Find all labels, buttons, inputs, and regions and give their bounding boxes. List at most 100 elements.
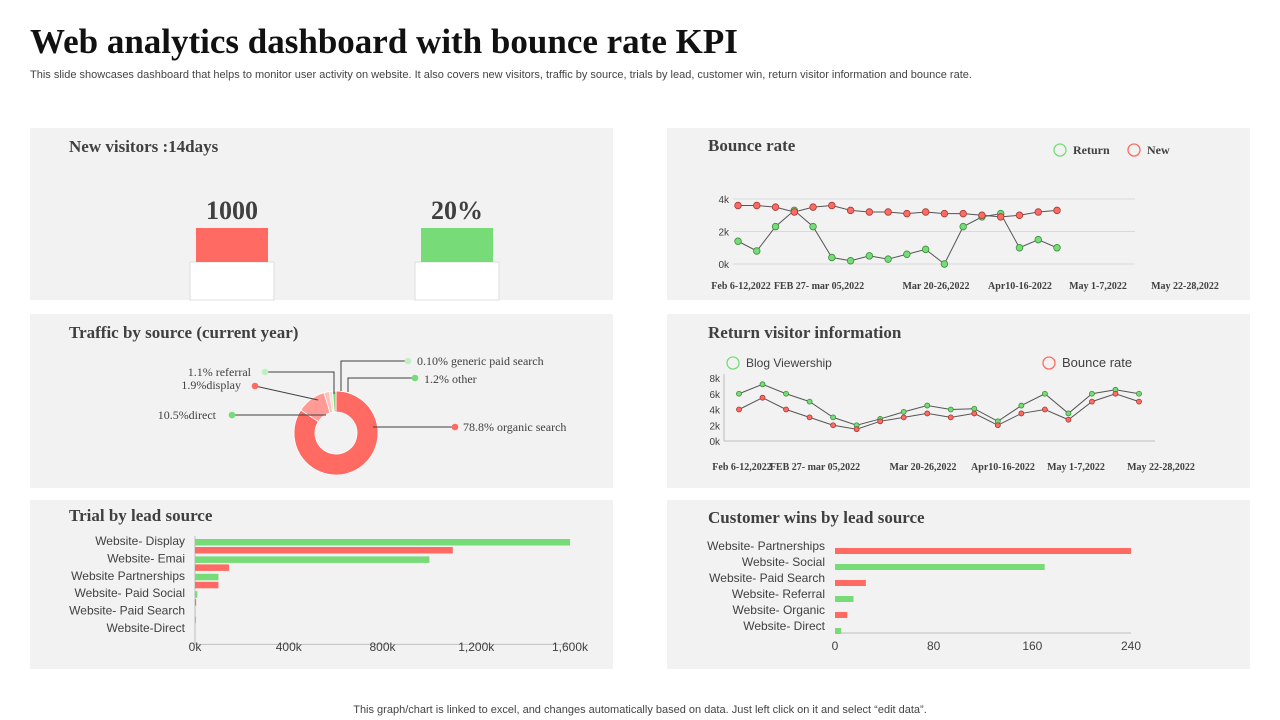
leader-line — [265, 371, 335, 394]
data-point — [759, 394, 766, 401]
data-point — [884, 208, 892, 216]
slice-label: 78.8% organic search — [463, 420, 566, 434]
data-point — [759, 381, 766, 388]
data-point — [1089, 398, 1095, 405]
data-point — [809, 203, 817, 211]
data-point — [997, 213, 1005, 221]
data-point — [1018, 410, 1025, 417]
leader-dot — [451, 423, 459, 431]
data-point — [771, 222, 780, 231]
trial-chart: Website- Display Website- Emai Website Par… — [69, 534, 589, 654]
data-point — [959, 222, 967, 231]
category-label: Website- Paid Search — [69, 604, 185, 618]
leader-line — [340, 360, 408, 391]
data-point — [1136, 398, 1142, 405]
traffic-chart: 78.8% organic search 10.5%direct 1.9%displ… — [158, 354, 566, 476]
slice-label: 1.9%display — [181, 378, 241, 392]
series-line-green — [737, 209, 1058, 265]
legend-label: Bounce rate — [1062, 355, 1132, 370]
traffic-title: Traffic by source (current year) — [69, 323, 299, 342]
y-tick-label: 2k — [718, 228, 730, 239]
customer-wins-title: Customer wins by lead source — [708, 508, 925, 527]
data-point — [865, 252, 874, 260]
data-point — [809, 222, 817, 231]
data-point — [1065, 410, 1072, 417]
leader-dot — [228, 411, 236, 419]
x-tick-label: 0k — [189, 640, 203, 654]
data-point — [734, 201, 742, 210]
data-point — [830, 414, 837, 421]
pie-slice — [293, 390, 379, 476]
y-tick-label: 0k — [718, 260, 730, 271]
data-point — [753, 201, 761, 210]
data-point — [924, 410, 931, 417]
data-point — [959, 209, 967, 218]
category-label: Website- Referral — [732, 587, 825, 601]
category-label: Website- Partnerships — [707, 539, 825, 553]
data-point — [940, 209, 949, 218]
series-line-red — [738, 393, 1140, 430]
legend-label: Blog Viewership — [746, 356, 832, 370]
bar-red — [835, 612, 848, 618]
data-point — [1018, 402, 1025, 409]
x-tick-label: 400k — [276, 640, 303, 654]
data-point — [924, 402, 931, 409]
legend-label: New — [1147, 143, 1170, 157]
data-point — [921, 245, 930, 254]
customer-wins-chart: Website- Partnerships Website- Social Webs… — [707, 539, 1141, 653]
bar-red — [195, 616, 196, 624]
data-point — [900, 408, 907, 415]
x-tick-label: May 22-28,2022 — [1151, 281, 1219, 292]
data-point — [783, 390, 789, 397]
data-point — [1053, 206, 1061, 215]
bounce-rate-chart: 0k 2k 4k Feb 6-12,2022 FEB 27- mar 05,2022 Ma… — [711, 143, 1219, 292]
data-point — [736, 406, 742, 413]
traffic-panel: Traffic by source (current year) 78.8% o… — [30, 314, 613, 488]
slice-label: 1.2% other — [424, 372, 477, 386]
data-point — [1089, 390, 1095, 397]
page-subtitle: This slide showcases dashboard that help… — [30, 69, 972, 81]
new-visitors-title: New visitors :14days — [69, 137, 219, 156]
leader-line — [254, 385, 319, 401]
x-tick-label: 240 — [1121, 639, 1141, 653]
data-point — [947, 406, 954, 413]
data-point — [771, 203, 780, 211]
y-tick-label: 2k — [709, 421, 721, 432]
category-label: Website-Direct — [107, 621, 186, 635]
y-tick-label: 4k — [709, 406, 721, 417]
x-tick-label: Mar 20-26,2022 — [889, 462, 956, 473]
bar-red — [835, 580, 866, 586]
page-title: Web analytics dashboard with bounce rate… — [30, 22, 738, 61]
x-tick-label: 80 — [927, 639, 941, 653]
data-point — [1015, 211, 1024, 219]
data-point — [900, 414, 907, 421]
x-tick-label: May 22-28,2022 — [1127, 462, 1195, 473]
data-point — [736, 390, 742, 397]
leader-line — [347, 377, 415, 392]
series-line-red — [738, 204, 1058, 218]
visitor-value-label: 1000 — [206, 196, 258, 225]
category-label: Website- Display — [95, 534, 185, 548]
visitor-value-label: 20% — [431, 196, 483, 225]
x-tick-label: 1,200k — [458, 640, 495, 654]
legend-marker-icon — [1053, 143, 1067, 157]
x-tick-label: Apr10-16-2022 — [988, 281, 1052, 292]
data-point — [877, 418, 884, 425]
slice-label: 10.5%direct — [158, 408, 217, 422]
bounce-rate-panel: Bounce rate 0k 2k 4k Feb 6-12,2022 FEB 27- m… — [667, 128, 1250, 300]
bar-green — [195, 591, 198, 598]
data-point — [1136, 390, 1142, 397]
legend-marker-icon — [1042, 356, 1056, 370]
bounce-rate-title: Bounce rate — [708, 136, 796, 155]
return-visitor-panel: Return visitor information 0k 2k 4k 6k 8k Feb… — [667, 314, 1250, 488]
legend-marker-icon — [1127, 143, 1141, 157]
data-point — [1015, 244, 1024, 252]
data-point — [846, 206, 855, 215]
x-tick-label: May 1-7,2022 — [1047, 462, 1105, 473]
x-tick-label: 800k — [369, 640, 396, 654]
data-point — [994, 422, 1001, 429]
data-point — [971, 405, 978, 412]
visitor-bar — [421, 228, 493, 262]
data-point — [828, 201, 836, 210]
